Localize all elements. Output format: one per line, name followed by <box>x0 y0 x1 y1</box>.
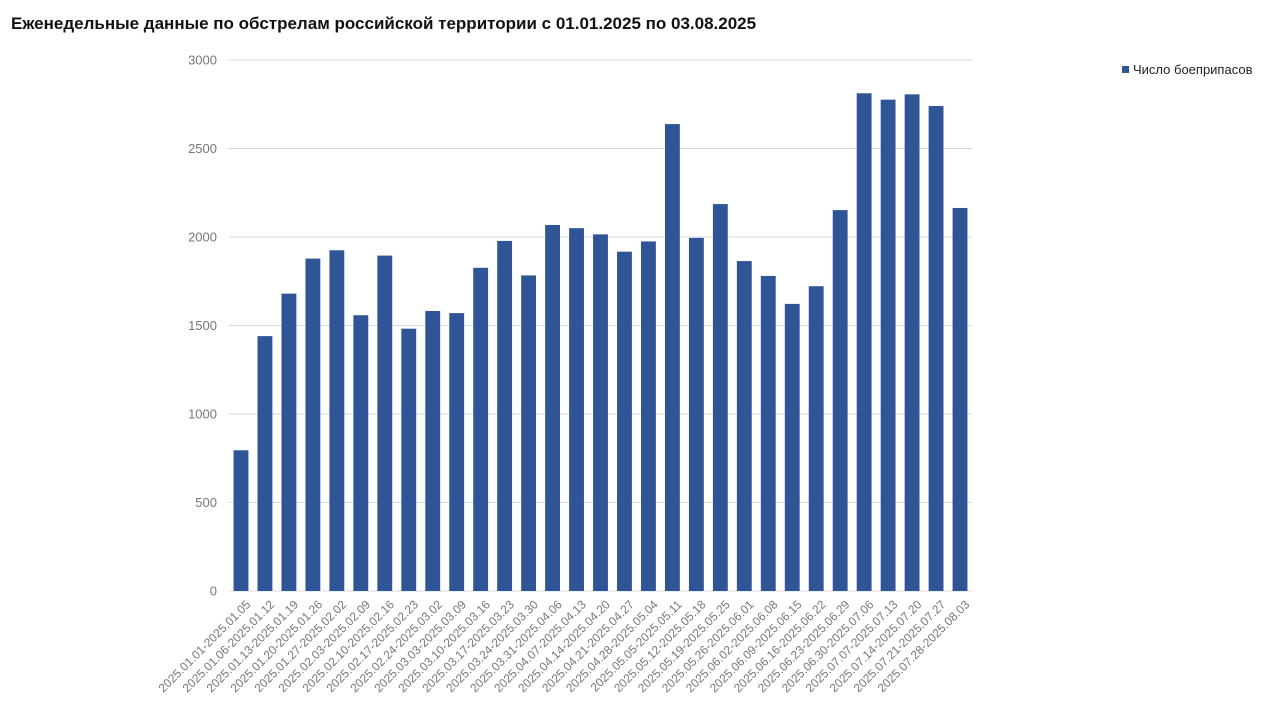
y-tick-label: 2000 <box>188 230 217 245</box>
bar <box>712 204 728 591</box>
bar <box>521 275 537 591</box>
legend-swatch <box>1122 66 1129 73</box>
bar <box>545 224 560 592</box>
chart-title: Еженедельные данные по обстрелам российс… <box>11 14 757 33</box>
y-tick-label: 500 <box>195 495 217 510</box>
bar <box>233 450 249 591</box>
y-tick-label: 3000 <box>188 53 217 68</box>
bar <box>736 261 752 591</box>
bar <box>425 310 441 591</box>
bar <box>401 328 417 591</box>
bar <box>281 293 297 591</box>
bar <box>497 240 513 592</box>
bar <box>952 207 968 592</box>
bar <box>880 99 896 591</box>
bar <box>928 106 944 592</box>
bar <box>593 234 608 591</box>
bar <box>449 313 465 591</box>
y-tick-label: 1500 <box>188 318 217 333</box>
bar <box>329 250 345 591</box>
bar <box>832 210 848 591</box>
bar <box>641 241 656 592</box>
y-axis-ticks: 0 500 1000 1500 2000 2500 3000 <box>188 53 217 599</box>
y-tick-label: 1000 <box>188 407 217 422</box>
legend-label: Число боеприпасов <box>1133 62 1253 77</box>
bar <box>353 315 369 591</box>
bar <box>760 275 776 591</box>
y-tick-label: 2500 <box>188 141 217 156</box>
bar <box>808 286 824 591</box>
bar <box>688 237 704 591</box>
bar <box>784 303 800 591</box>
bar <box>664 124 680 591</box>
bar <box>856 93 872 591</box>
bar <box>569 228 584 591</box>
bar <box>257 336 273 591</box>
bar <box>617 251 632 592</box>
bar <box>305 258 321 591</box>
bar <box>377 255 393 591</box>
legend: Число боеприпасов <box>1122 62 1253 77</box>
bar <box>473 267 489 591</box>
bars <box>233 93 968 592</box>
bar <box>904 94 920 591</box>
x-axis-ticks: 2025.01.01-2025.01.052025.01.06-2025.01.… <box>156 597 973 695</box>
y-tick-label: 0 <box>210 584 217 599</box>
